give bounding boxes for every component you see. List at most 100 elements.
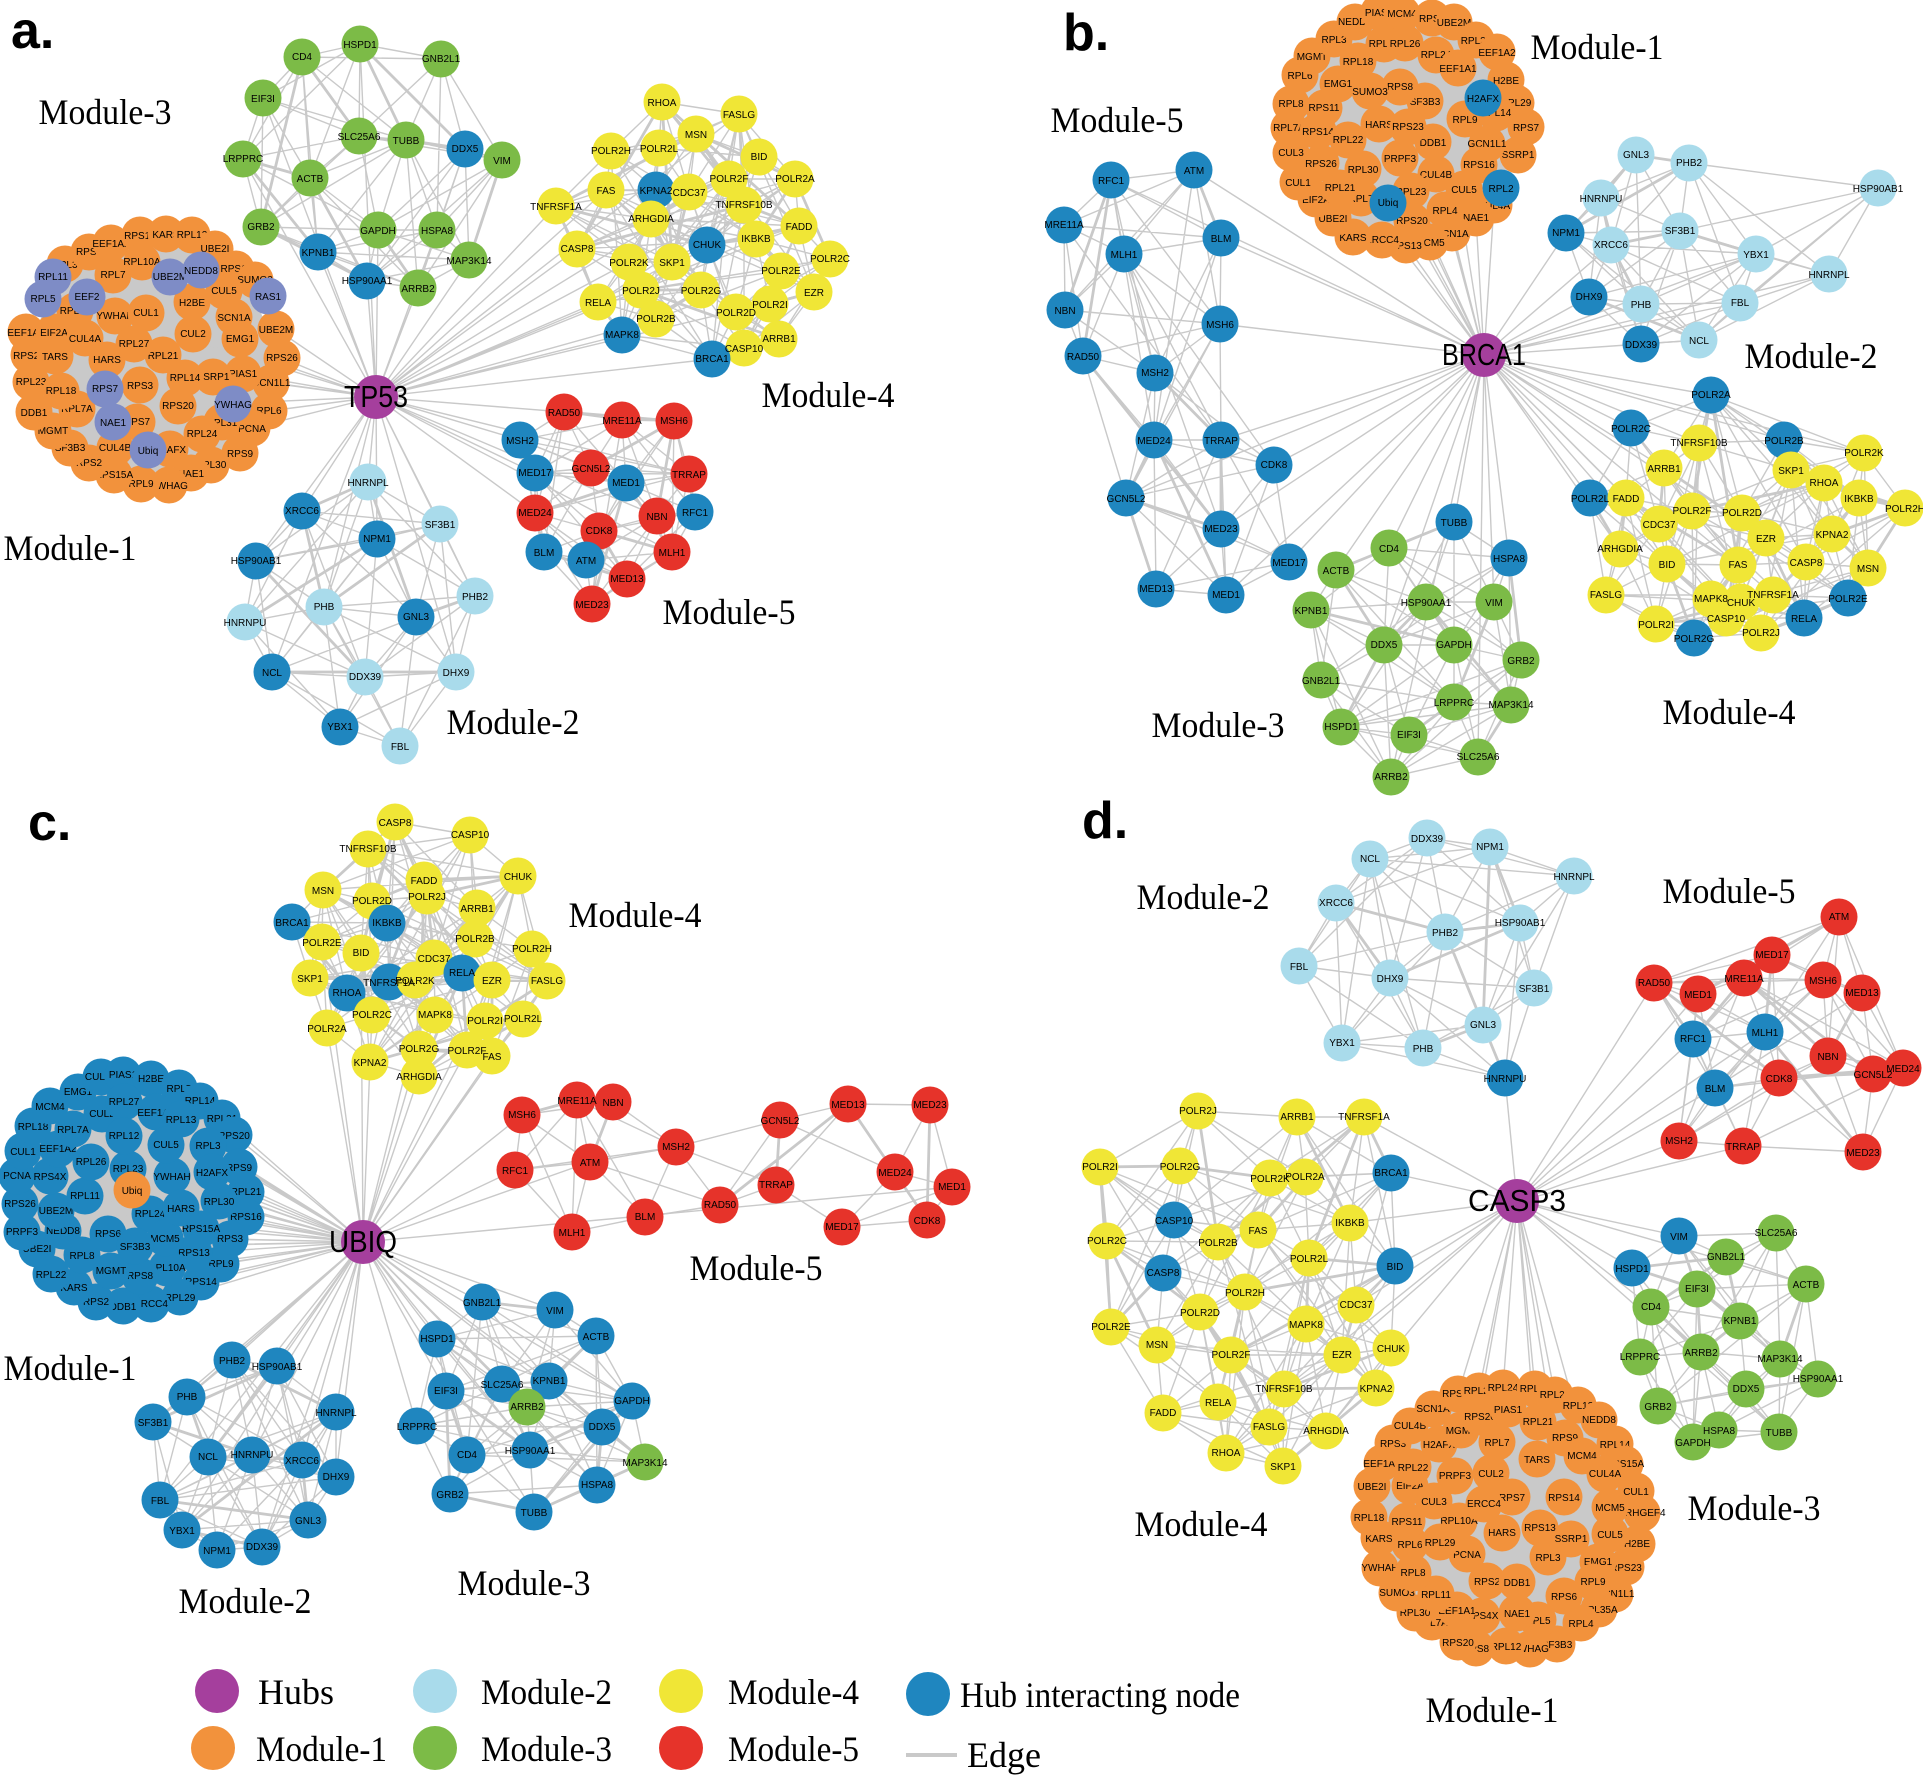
svg-text:EZR: EZR [482,976,502,987]
svg-text:Module-5: Module-5 [1051,100,1184,140]
svg-text:NCL: NCL [1360,854,1380,865]
svg-text:H2BE: H2BE [1624,1539,1650,1550]
svg-text:KARS: KARS [1339,233,1367,244]
svg-text:H2BE: H2BE [1493,76,1519,87]
svg-text:RPL14: RPL14 [1600,1440,1631,1451]
svg-text:HNRNPU: HNRNPU [1484,1074,1527,1085]
svg-text:GNB2L1: GNB2L1 [422,54,461,65]
svg-text:ERCC4: ERCC4 [1467,1499,1501,1510]
svg-text:EEF1A2: EEF1A2 [39,1144,77,1155]
svg-text:CUL1: CUL1 [10,1147,36,1158]
svg-text:EEF1A2: EEF1A2 [1478,48,1516,59]
svg-text:ARRB1: ARRB1 [1280,1112,1314,1123]
svg-text:CUL2: CUL2 [1478,1469,1504,1480]
svg-text:Hubs: Hubs [258,1672,334,1712]
svg-text:PHB2: PHB2 [1432,928,1459,939]
svg-text:RPL7: RPL7 [1484,1438,1509,1449]
svg-text:RPL6: RPL6 [1397,1540,1422,1551]
svg-text:RPL5: RPL5 [30,294,55,305]
svg-text:MAPK8: MAPK8 [605,330,639,341]
svg-text:H2AFX: H2AFX [154,445,187,456]
svg-text:CUL1: CUL1 [133,308,159,319]
svg-text:GAPDH: GAPDH [1436,640,1472,651]
svg-text:DDB1: DDB1 [110,1302,137,1313]
svg-text:HNRNPU: HNRNPU [224,618,267,629]
svg-text:KPNA2: KPNA2 [354,1058,387,1069]
svg-text:RPL31: RPL31 [1369,39,1400,50]
svg-text:RPL13: RPL13 [166,1115,197,1126]
svg-text:YBX1: YBX1 [169,1526,195,1537]
svg-text:POLR2H: POLR2H [1885,504,1923,515]
svg-text:ACTB: ACTB [583,1332,610,1343]
svg-text:RPS26: RPS26 [4,1199,36,1210]
svg-text:GNB2L1: GNB2L1 [463,1298,502,1309]
svg-text:RELA: RELA [1205,1398,1231,1409]
svg-text:Module-5: Module-5 [728,1729,859,1769]
svg-text:TRRAP: TRRAP [759,1180,793,1191]
svg-text:SLC25A6: SLC25A6 [338,132,381,143]
svg-text:CDC37: CDC37 [418,954,451,965]
svg-text:NPM1: NPM1 [363,534,391,545]
svg-text:RPL18: RPL18 [1354,1513,1385,1524]
svg-text:RPS26: RPS26 [1305,159,1337,170]
svg-text:CUL5: CUL5 [153,1140,179,1151]
svg-text:RPL6: RPL6 [256,406,281,417]
svg-text:POLR2I: POLR2I [752,300,788,311]
svg-text:GNB2L1: GNB2L1 [1302,676,1341,687]
svg-text:RPL7A: RPL7A [61,404,93,415]
svg-text:RPL22: RPL22 [36,1270,67,1281]
svg-text:Module-2: Module-2 [447,702,580,742]
svg-text:NEDD8: NEDD8 [46,1226,80,1237]
svg-text:MSN: MSN [1857,564,1879,575]
svg-text:RPL18: RPL18 [18,1122,49,1133]
svg-text:POLR2K: POLR2K [609,258,649,269]
svg-text:SSRP1: SSRP1 [197,372,230,383]
svg-text:RPL7: RPL7 [1348,194,1373,205]
svg-text:RPL10A: RPL10A [1440,1516,1478,1527]
svg-text:FADD: FADD [1150,1408,1177,1419]
svg-text:HSP90AA1: HSP90AA1 [1793,1374,1844,1385]
svg-text:MCM5: MCM5 [1595,1503,1625,1514]
svg-text:VIM: VIM [1485,598,1503,609]
svg-text:KPNB1: KPNB1 [1724,1316,1757,1327]
svg-text:ACTB: ACTB [1323,566,1350,577]
svg-text:SF3B1: SF3B1 [425,520,456,531]
svg-text:MED23: MED23 [1204,524,1238,535]
svg-text:POLR2B: POLR2B [1198,1238,1238,1249]
svg-text:KARS: KARS [1365,1534,1393,1545]
svg-text:Module-3: Module-3 [481,1729,612,1769]
svg-text:RPL21: RPL21 [148,351,179,362]
svg-text:NPM1: NPM1 [1552,228,1580,239]
svg-text:YWHAH: YWHAH [153,1172,190,1183]
svg-text:RAD50: RAD50 [1067,352,1100,363]
svg-text:POLR2F: POLR2F [1673,506,1712,517]
svg-text:RPL26: RPL26 [76,1157,107,1168]
svg-text:GNL3: GNL3 [295,1516,322,1527]
svg-text:UBE2I: UBE2I [1358,1482,1387,1493]
svg-text:EEF1A1: EEF1A1 [137,1108,175,1119]
svg-text:HSPA8: HSPA8 [581,1480,613,1491]
svg-text:PRPF3: PRPF3 [1439,1471,1472,1482]
svg-text:Module-3: Module-3 [1688,1488,1821,1528]
svg-text:KPNA2: KPNA2 [640,186,673,197]
svg-text:RPL26: RPL26 [1520,1384,1551,1395]
svg-text:POLR2F: POLR2F [710,174,749,185]
svg-text:DDX39: DDX39 [1625,340,1658,351]
svg-text:TNFRSF1A: TNFRSF1A [363,978,415,989]
svg-text:BID: BID [751,152,768,163]
svg-text:BID: BID [353,948,370,959]
svg-text:H2AFX: H2AFX [1423,1440,1456,1451]
svg-text:FASLG: FASLG [1253,1422,1285,1433]
svg-text:MED1: MED1 [1212,590,1240,601]
svg-text:NCL: NCL [198,1452,218,1463]
svg-text:IKBKB: IKBKB [1335,1218,1365,1229]
svg-text:Ubiq: Ubiq [138,446,159,457]
svg-text:TARS: TARS [42,352,68,363]
svg-text:NCL: NCL [1689,336,1709,347]
svg-text:KPNA2: KPNA2 [1360,1384,1393,1395]
svg-text:RHOA: RHOA [333,988,362,999]
svg-text:Module-5: Module-5 [690,1248,823,1288]
svg-text:SSRP1: SSRP1 [1502,150,1535,161]
svg-text:ARHGEF4: ARHGEF4 [1618,1508,1666,1519]
svg-text:ARHGDIA: ARHGDIA [1597,544,1643,555]
